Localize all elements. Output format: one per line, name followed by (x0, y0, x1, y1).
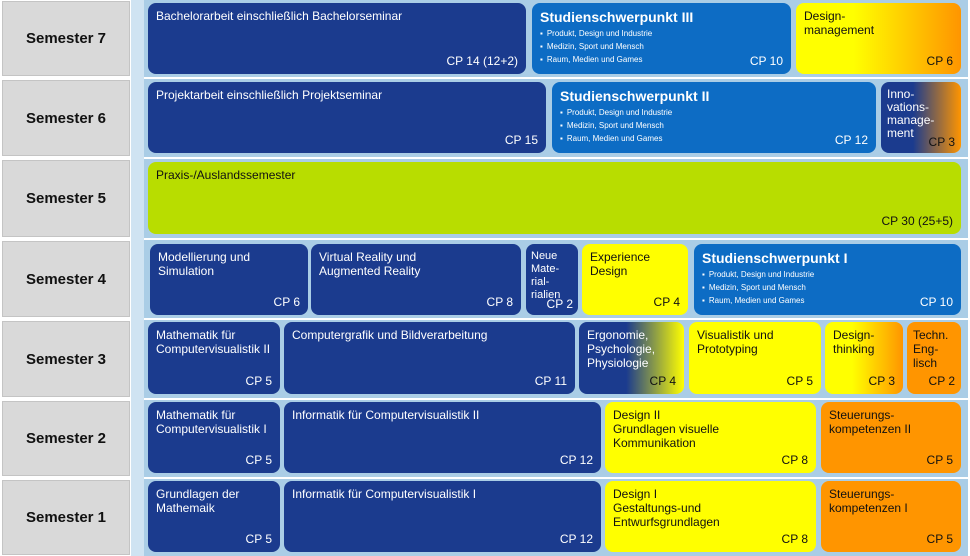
semester-7-label: Semester 7 (2, 1, 130, 76)
focus-item: Raum, Medien und Games (702, 294, 953, 307)
module-cp: CP 8 (486, 295, 513, 309)
focus-item: Raum, Medien und Games (560, 132, 868, 145)
module-innovationsmanagement: Inno- vations- manage- ment CP 3 (881, 82, 961, 153)
module-studienschwerpunkt-2: Studienschwerpunkt II Produkt, Design un… (552, 82, 876, 153)
module-title: Steuerungs- kompetenzen II (829, 408, 912, 436)
module-cp: CP 2 (546, 297, 573, 311)
module-title: Experience Design (590, 250, 651, 278)
semester-5-label: Semester 5 (2, 160, 130, 237)
module-cp: CP 3 (868, 374, 895, 388)
focus-item: Raum, Medien und Games (540, 53, 783, 66)
module-designmanagement: Design- management CP 6 (796, 3, 961, 74)
module-title: Grundlagen der Mathemaik (156, 487, 240, 515)
module-cp: CP 4 (649, 374, 676, 388)
module-cp: CP 10 (919, 295, 953, 309)
module-mathematik-2: Mathematik für Computervisualistik II CP… (148, 322, 280, 394)
module-cp: CP 5 (786, 374, 813, 388)
module-design-1: Design I Gestaltungs-und Entwurfsgrundla… (605, 481, 816, 552)
module-cp: CP 8 (781, 532, 808, 546)
module-title: Techn. Eng- lisch (913, 328, 949, 370)
semester-2-label: Semester 2 (2, 401, 130, 476)
module-cp: CP 4 (653, 295, 680, 309)
module-computergrafik: Computergrafik und Bildverarbeitung CP 1… (284, 322, 575, 394)
module-modellierung: Modellierung und Simulation CP 6 (150, 244, 308, 315)
module-cp: CP 5 (926, 453, 953, 467)
focus-item: Produkt, Design und Industrie (702, 268, 953, 281)
module-projektarbeit: Projektarbeit einschließlich Projektsemi… (148, 82, 546, 153)
module-cp: CP 12 (559, 532, 593, 546)
focus-item: Medizin, Sport und Mensch (540, 40, 783, 53)
focus-list: Produkt, Design und Industrie Medizin, S… (540, 27, 783, 66)
module-technisches-englisch: Techn. Eng- lisch CP 2 (907, 322, 961, 394)
module-cp: CP 12 (834, 133, 868, 147)
module-praxissemester: Praxis-/Auslandssemester CP 30 (25+5) (148, 162, 961, 234)
focus-list: Produkt, Design und Industrie Medizin, S… (702, 268, 953, 307)
module-grundlagen-mathematik: Grundlagen der Mathemaik CP 5 (148, 481, 280, 552)
side-stripe (131, 0, 144, 556)
module-title: Informatik für Computervisualistik I (292, 487, 477, 501)
module-bachelorarbeit: Bachelorarbeit einschließlich Bachelorse… (148, 3, 526, 74)
focus-item: Medizin, Sport und Mensch (702, 281, 953, 294)
module-title: Informatik für Computervisualistik II (292, 408, 480, 422)
module-cp: CP 2 (928, 374, 955, 388)
semester-3-label: Semester 3 (2, 321, 130, 397)
module-ergonomie: Ergonomie, Psychologie, Physiologie CP 4 (579, 322, 684, 394)
module-title: Design II Grundlagen visuelle Kommunikat… (613, 408, 720, 450)
module-title: Projektarbeit einschließlich Projektsemi… (156, 88, 383, 102)
module-cp: CP 10 (749, 54, 783, 68)
module-title: Bachelorarbeit einschließlich Bachelorse… (156, 9, 403, 23)
module-title: Inno- vations- manage- ment (887, 87, 935, 140)
module-visualistik: Visualistik und Prototyping CP 5 (689, 322, 821, 394)
module-cp: CP 3 (928, 135, 955, 149)
module-cp: CP 6 (926, 54, 953, 68)
module-studienschwerpunkt-1: Studienschwerpunkt I Produkt, Design und… (694, 244, 961, 315)
module-title: Design- thinking (833, 328, 875, 356)
module-cp: CP 8 (781, 453, 808, 467)
module-neue-materialien: Neue Mate- rial- rialien CP 2 (526, 244, 578, 315)
module-steuerungskompetenzen-1: Steuerungs- kompetenzen I CP 5 (821, 481, 961, 552)
semester-6-label: Semester 6 (2, 80, 130, 156)
module-cp: CP 15 (504, 133, 538, 147)
module-cp: CP 5 (245, 532, 272, 546)
focus-list: Produkt, Design und Industrie Medizin, S… (560, 106, 868, 145)
module-title: Studienschwerpunkt II (560, 88, 710, 104)
module-title: Computergrafik und Bildverarbeitung (292, 328, 488, 342)
module-cp: CP 5 (245, 453, 272, 467)
module-cp: CP 11 (534, 374, 567, 388)
module-informatik-1: Informatik für Computervisualistik I CP … (284, 481, 601, 552)
focus-item: Produkt, Design und Industrie (560, 106, 868, 119)
module-title: Neue Mate- rial- rialien (531, 250, 561, 301)
module-cp: CP 6 (273, 295, 300, 309)
module-title: Ergonomie, Psychologie, Physiologie (587, 328, 656, 370)
module-title: Studienschwerpunkt III (540, 9, 694, 25)
module-title: Visualistik und Prototyping (697, 328, 774, 356)
module-informatik-2: Informatik für Computervisualistik II CP… (284, 402, 601, 473)
module-title: Praxis-/Auslandssemester (156, 168, 296, 182)
module-virtual-reality: Virtual Reality und Augmented Reality CP… (311, 244, 521, 315)
semester-4-label: Semester 4 (2, 241, 130, 317)
module-mathematik-1: Mathematik für Computervisualistik I CP … (148, 402, 280, 473)
module-cp: CP 12 (559, 453, 593, 467)
semester-1-label: Semester 1 (2, 480, 130, 555)
module-cp: CP 14 (12+2) (446, 54, 519, 68)
module-steuerungskompetenzen-2: Steuerungs- kompetenzen II CP 5 (821, 402, 961, 473)
module-designthinking: Design- thinking CP 3 (825, 322, 903, 394)
module-title: Modellierung und Simulation (158, 250, 251, 278)
module-cp: CP 5 (245, 374, 272, 388)
module-cp: CP 5 (926, 532, 953, 546)
focus-item: Produkt, Design und Industrie (540, 27, 783, 40)
module-title: Mathematik für Computervisualistik II (156, 328, 271, 356)
module-studienschwerpunkt-3: Studienschwerpunkt III Produkt, Design u… (532, 3, 791, 74)
module-title: Steuerungs- kompetenzen I (829, 487, 908, 515)
module-cp: CP 30 (25+5) (881, 214, 954, 228)
module-title: Design- management (804, 9, 875, 37)
module-design-2: Design II Grundlagen visuelle Kommunikat… (605, 402, 816, 473)
module-title: Studienschwerpunkt I (702, 250, 848, 266)
module-title: Virtual Reality und Augmented Reality (319, 250, 421, 278)
module-experience-design: Experience Design CP 4 (582, 244, 688, 315)
focus-item: Medizin, Sport und Mensch (560, 119, 868, 132)
module-title: Mathematik für Computervisualistik I (156, 408, 267, 436)
module-title: Design I Gestaltungs-und Entwurfsgrundla… (613, 487, 720, 529)
